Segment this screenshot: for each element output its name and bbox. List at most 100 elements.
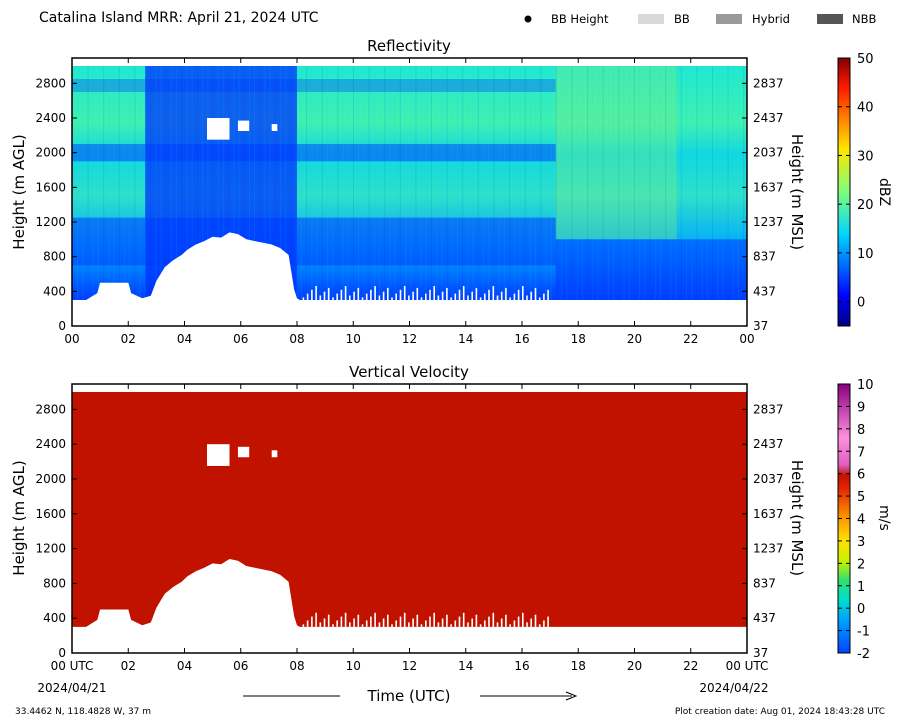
reflectivity-striation	[98, 66, 99, 326]
reflectivity-colorbar-ticks: 0 10 20 30 40 50	[838, 52, 874, 311]
velocity-left-axis-label: Height (m AGL)	[10, 460, 28, 575]
no-data-spike	[365, 620, 368, 627]
reflectivity-striation	[566, 66, 568, 326]
no-data-spike	[408, 295, 410, 300]
no-data-patch	[237, 120, 250, 131]
x-tick-label: 10	[346, 332, 361, 346]
reflectivity-striation	[176, 66, 178, 326]
reflectivity-striation	[248, 66, 250, 326]
colorbar-tick-label: 2	[857, 557, 865, 572]
y-tick-label: 800	[43, 250, 66, 264]
y-tick-label: 0	[58, 319, 66, 333]
no-data-patch	[237, 446, 250, 458]
no-data-spike	[429, 289, 431, 300]
no-data-spike	[323, 291, 326, 300]
reflectivity-striation	[347, 66, 349, 326]
reflectivity-band	[72, 217, 556, 266]
no-data-spike	[471, 291, 473, 300]
reflectivity-striation	[196, 66, 198, 326]
reflectivity-striation	[649, 66, 651, 326]
no-data-spike	[530, 618, 532, 627]
no-data-spike	[450, 624, 452, 627]
no-data-spike	[505, 287, 507, 300]
reflectivity-striation	[483, 66, 484, 326]
reflectivity-striation	[535, 66, 537, 326]
no-data-spike	[306, 620, 309, 627]
y-tick-label-right: 1237	[753, 215, 784, 229]
reflectivity-striation	[170, 66, 172, 326]
reflectivity-panel: Reflectivity 00 02 04 06 08 10 12 14 16 18 20 22 000…	[10, 37, 892, 346]
velocity-colorbar-ticks: -2 -1 0 1 2 3 4 5 6 7 8 9 10	[838, 378, 874, 662]
hybrid-legend-label: Hybrid	[752, 12, 790, 26]
colorbar-tick-label: 40	[857, 101, 874, 116]
no-data-spike	[505, 614, 507, 627]
y-tick-label: 2400	[35, 437, 66, 451]
no-data-spike	[441, 618, 444, 627]
start-date-label: 2024/04/21	[37, 681, 106, 695]
reflectivity-striation	[87, 66, 89, 326]
reflectivity-striation	[165, 66, 167, 326]
no-data-spike	[522, 612, 524, 627]
reflectivity-striation	[134, 66, 136, 326]
reflectivity-striation	[160, 66, 162, 326]
colorbar-tick-label: 0	[857, 296, 865, 311]
no-data-spike	[353, 618, 355, 627]
x-tick-label: 20	[627, 332, 642, 346]
no-data-spike	[378, 622, 381, 627]
no-data-spike	[467, 622, 469, 627]
y-tick-label: 0	[58, 646, 66, 660]
reflectivity-striation	[82, 66, 84, 326]
no-data-spike	[433, 286, 435, 300]
no-data-spike	[336, 293, 338, 300]
x-tick-label: 20	[627, 659, 642, 673]
reflectivity-striation	[602, 66, 604, 326]
no-data-spike	[475, 614, 478, 627]
reflectivity-striation	[358, 66, 360, 326]
no-data-spike	[429, 616, 431, 627]
no-data-spike	[327, 614, 330, 627]
reflectivity-striation	[686, 66, 687, 326]
reflectivity-striation	[712, 66, 713, 326]
reflectivity-striation	[665, 66, 667, 326]
reflectivity-striation	[607, 66, 609, 326]
no-data-spike	[374, 286, 376, 300]
colorbar-tick-label: 5	[857, 490, 865, 505]
y-tick-label-right: 2437	[753, 437, 784, 451]
reflectivity-striation	[592, 66, 594, 326]
reflectivity-band	[555, 239, 747, 300]
no-data-spike	[387, 614, 389, 627]
reflectivity-striation	[373, 66, 375, 326]
no-data-spike	[547, 289, 549, 300]
x-tick-label: 04	[177, 332, 192, 346]
reflectivity-striation	[274, 66, 276, 326]
plot-creation-date: Plot creation date: Aug 01, 2024 18:43:2…	[675, 707, 885, 717]
no-data-spike	[530, 291, 532, 300]
reflectivity-striation	[722, 66, 724, 326]
reflectivity-striation	[550, 66, 552, 326]
x-tick-label: 00 UTC	[726, 659, 769, 673]
reflectivity-striation	[613, 66, 615, 326]
no-data-spike	[517, 289, 520, 300]
no-data-spike	[395, 293, 397, 300]
reflectivity-striation	[717, 66, 719, 326]
no-data-spike	[302, 624, 305, 627]
reflectivity-band	[72, 79, 556, 92]
reflectivity-band	[555, 66, 677, 240]
band-legend: BB Height BB Hybrid NBB	[524, 12, 876, 26]
x-tick-label: 16	[514, 659, 529, 673]
reflectivity-striation	[243, 66, 245, 326]
no-data-spike	[513, 620, 516, 627]
no-data-spike	[496, 295, 499, 300]
y-tick-label: 1600	[35, 507, 66, 521]
y-tick-label: 1200	[35, 215, 66, 229]
x-tick-label: 00 UTC	[51, 659, 94, 673]
no-data-spike	[437, 622, 440, 627]
y-tick-label-right: 2837	[753, 402, 784, 416]
reflectivity-right-axis-label: Height (m MSL)	[788, 134, 806, 250]
no-data-spike	[370, 289, 372, 300]
x-tick-label: 12	[402, 332, 417, 346]
no-data-spike	[462, 286, 465, 300]
end-date-label: 2024/04/22	[699, 681, 768, 695]
no-data-spike	[420, 624, 423, 627]
reflectivity-striation	[467, 66, 469, 326]
